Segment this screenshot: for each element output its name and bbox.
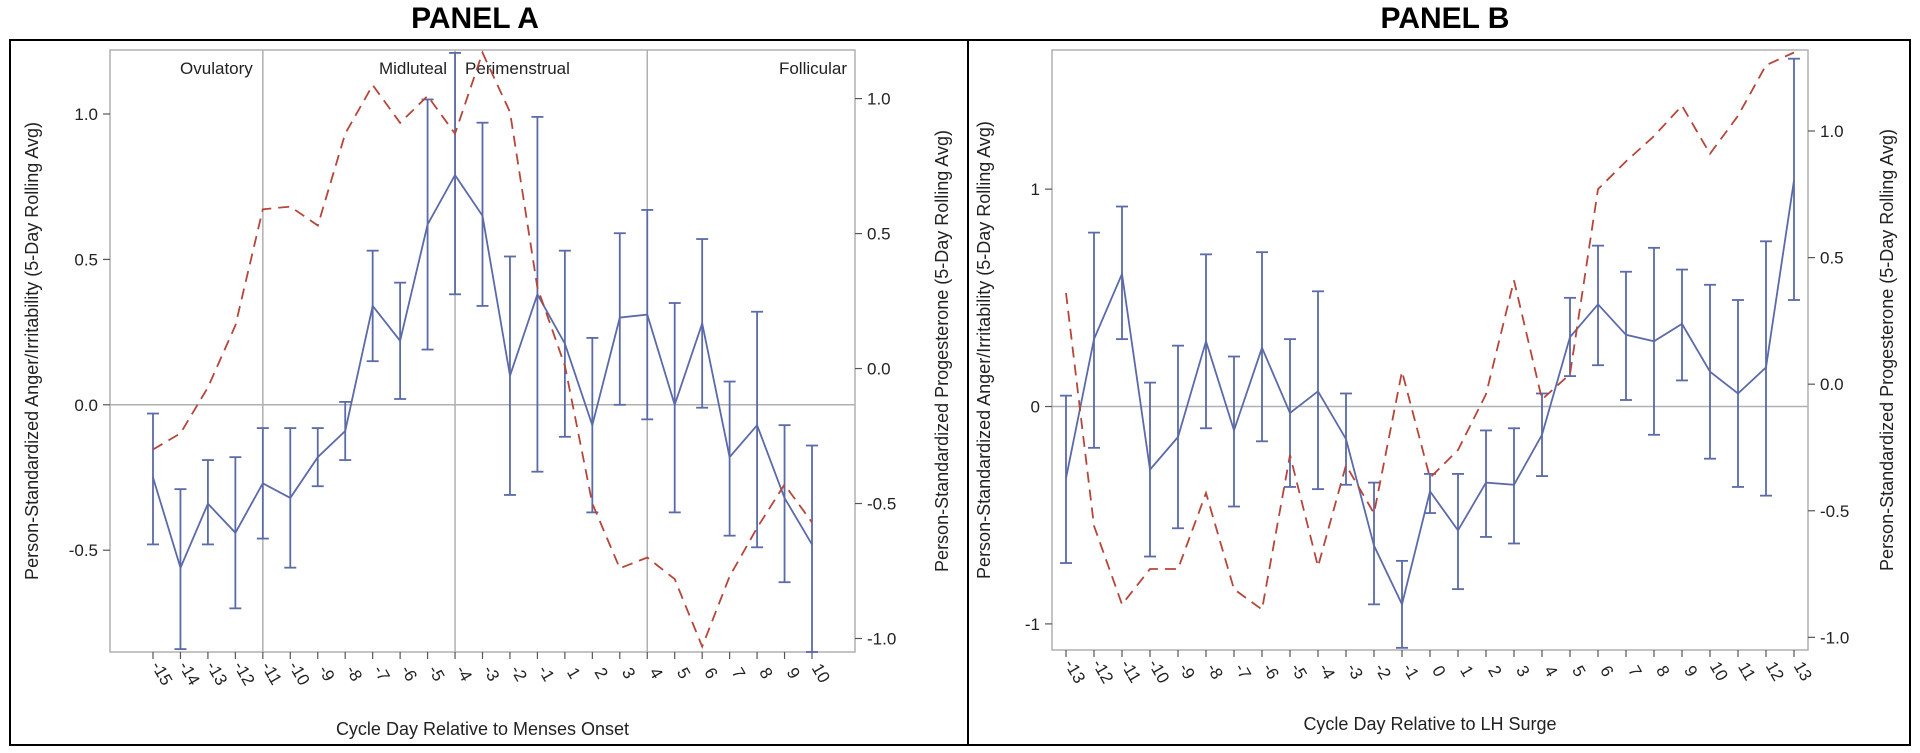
- panel-a-x-tick-label: 5: [673, 664, 694, 682]
- panel-b-x-tick-label: -13: [1060, 656, 1089, 687]
- panel-a-plot: Ovulatory Midluteal Perimenstrual Follicula…: [22, 49, 952, 739]
- panel-a-x-tick-label: -13: [202, 658, 231, 689]
- panel-a-x-tick-label: -6: [397, 662, 421, 685]
- panel-a-y2-tick-label: 1.0: [867, 90, 891, 109]
- panel-a-x-tick-label: 8: [755, 664, 776, 682]
- panel-b-x-tick-label: 9: [1680, 662, 1701, 680]
- panel-a-x-tick-label: -2: [507, 662, 531, 685]
- panel-a-y-axis-label: Person-Standardized Anger/Irritability (…: [22, 122, 42, 580]
- panel-a-x-tick-label: -8: [342, 662, 366, 685]
- panel-b-x-tick-label: -1: [1399, 660, 1423, 683]
- panel-a-phase-label: Midluteal: [379, 59, 447, 78]
- panel-a-x-tick-label: -12: [230, 658, 259, 689]
- panel-b-x-axis-label: Cycle Day Relative to LH Surge: [1303, 714, 1556, 734]
- panel-b-x-tick-label: -9: [1175, 660, 1199, 683]
- panel-a-x-tick-label: -4: [452, 662, 476, 685]
- panel-b-y-tick-label: 1: [1031, 180, 1040, 199]
- panel-b-x-tick-label: 13: [1790, 658, 1816, 684]
- panel-b-x-tick-label: 4: [1540, 662, 1561, 680]
- panel-a-x-tick-label: 9: [783, 664, 804, 682]
- panel-a-anger-series-line: [152, 173, 813, 571]
- panel-b-y-tick-label: 0: [1031, 398, 1040, 417]
- panel-a-x-tick-label: -5: [424, 662, 448, 685]
- panel-a-y-tick-label: 0.0: [74, 396, 98, 415]
- panel-a-x-tick-label: 6: [700, 664, 721, 682]
- panel-a-phase-label: Perimenstrual: [465, 59, 570, 78]
- panel-b-x-tick-label: 12: [1762, 658, 1788, 684]
- panel-a-x-tick-label: 2: [591, 664, 612, 682]
- panel-a-x-tick-label: -9: [315, 662, 339, 685]
- panel-b-x-tick-label: 8: [1652, 662, 1673, 680]
- panel-b-x-tick-label: 10: [1706, 658, 1732, 684]
- panel-b-x-tick-label: 1: [1456, 662, 1477, 680]
- panel-a-x-tick-label: -15: [147, 658, 176, 689]
- panel-b-x-tick-label: -11: [1117, 656, 1145, 686]
- panel-b-x-tick-label: -5: [1287, 660, 1311, 683]
- panel-b-x-tick-label: 3: [1512, 662, 1533, 680]
- panel-a-y2-tick-label: 0.0: [867, 360, 891, 379]
- panel-a-x-tick-label: -7: [369, 662, 393, 685]
- panel-a-y-tick-label: -0.5: [69, 541, 98, 560]
- panel-b-frame: [967, 39, 1911, 746]
- panel-a-x-axis-label: Cycle Day Relative to Menses Onset: [336, 719, 629, 739]
- panel-b-y2-tick-label: -0.5: [1820, 502, 1849, 521]
- panel-b-x-tick-label: -4: [1315, 660, 1339, 683]
- panel-a-y-tick-label: 1.0: [74, 105, 98, 124]
- panel-b-x-tick-label: 7: [1624, 662, 1645, 680]
- panel-b-x-tick-label: -12: [1088, 656, 1117, 687]
- panel-b-y2-tick-label: 0.5: [1820, 249, 1844, 268]
- panel-b-x-tick-label: 0: [1428, 662, 1449, 680]
- panel-b-x-tick-label: -10: [1144, 656, 1173, 687]
- panel-a-phase-label: Ovulatory: [180, 59, 253, 78]
- panel-a-x-tick-label: 10: [808, 660, 834, 686]
- panel-b-x-tick-label: -3: [1343, 660, 1367, 683]
- panel-b-title: PANEL B: [1380, 2, 1510, 35]
- panel-a-x-tick-label: -3: [479, 662, 503, 685]
- panel-b-x-tick-label: -6: [1259, 660, 1283, 683]
- panel-b-y2-tick-label: 1.0: [1820, 122, 1844, 141]
- panel-b-x-tick-label: -8: [1203, 660, 1227, 683]
- panel-b-y-tick-label: -1: [1025, 615, 1040, 634]
- panel-b-x-tick-label: -7: [1231, 660, 1255, 683]
- panel-a-x-tick-label: 1: [563, 664, 584, 682]
- panel-a-x-tick-label: -14: [175, 658, 204, 689]
- panel-b-x-tick-label: 6: [1596, 662, 1617, 680]
- panel-a-progesterone-series-line: [152, 50, 813, 650]
- panel-a-x-tick-label: -10: [285, 658, 314, 689]
- panel-b-y2-axis-label: Person-Standardized Progesterone (5-Day …: [1877, 129, 1897, 571]
- panel-b-anger-series-line: [1065, 180, 1795, 607]
- panel-a-y2-tick-label: 0.5: [867, 225, 891, 244]
- panel-a-title: PANEL A: [411, 2, 539, 35]
- panel-a-x-tick-label: 4: [645, 664, 666, 682]
- panel-a-y2-tick-label: -0.5: [867, 495, 896, 514]
- panel-b-y2-tick-label: -1.0: [1820, 628, 1849, 647]
- panel-a-x-tick-label: -1: [534, 662, 558, 685]
- panel-a-frame: [9, 39, 969, 746]
- panel-a-x-tick-label: 3: [618, 664, 639, 682]
- panel-b-plot-area: [1051, 49, 1809, 651]
- panel-a-phase-label: Follicular: [779, 59, 847, 78]
- panel-b-plot: -13 -12 -11 -10 -9 -8 -7 -6 -5 -4 -3 -2 -1 0 1 2 3 4 5 6 7 8 9…: [974, 49, 1897, 734]
- panel-a-y2-axis-label: Person-Standardized Progesterone (5-Day …: [932, 130, 952, 572]
- panel-a-x-tick-label: 7: [728, 664, 749, 682]
- panel-b-y-axis-label: Person-Standardized Anger/Irritability (…: [974, 121, 994, 579]
- panel-b-x-tick-label: 5: [1568, 662, 1589, 680]
- panel-b-x-tick-label: 11: [1734, 659, 1759, 684]
- panel-b-x-tick-label: 2: [1484, 662, 1505, 680]
- panel-a-y2-tick-label: -1.0: [867, 630, 896, 649]
- panel-b-x-tick-label: -2: [1371, 660, 1395, 683]
- panel-a-y-tick-label: 0.5: [74, 250, 98, 269]
- panel-b-y2-tick-label: 0.0: [1820, 375, 1844, 394]
- panel-b-progesterone-series-line: [1065, 51, 1795, 612]
- panel-a-x-tick-label: -11: [258, 658, 286, 688]
